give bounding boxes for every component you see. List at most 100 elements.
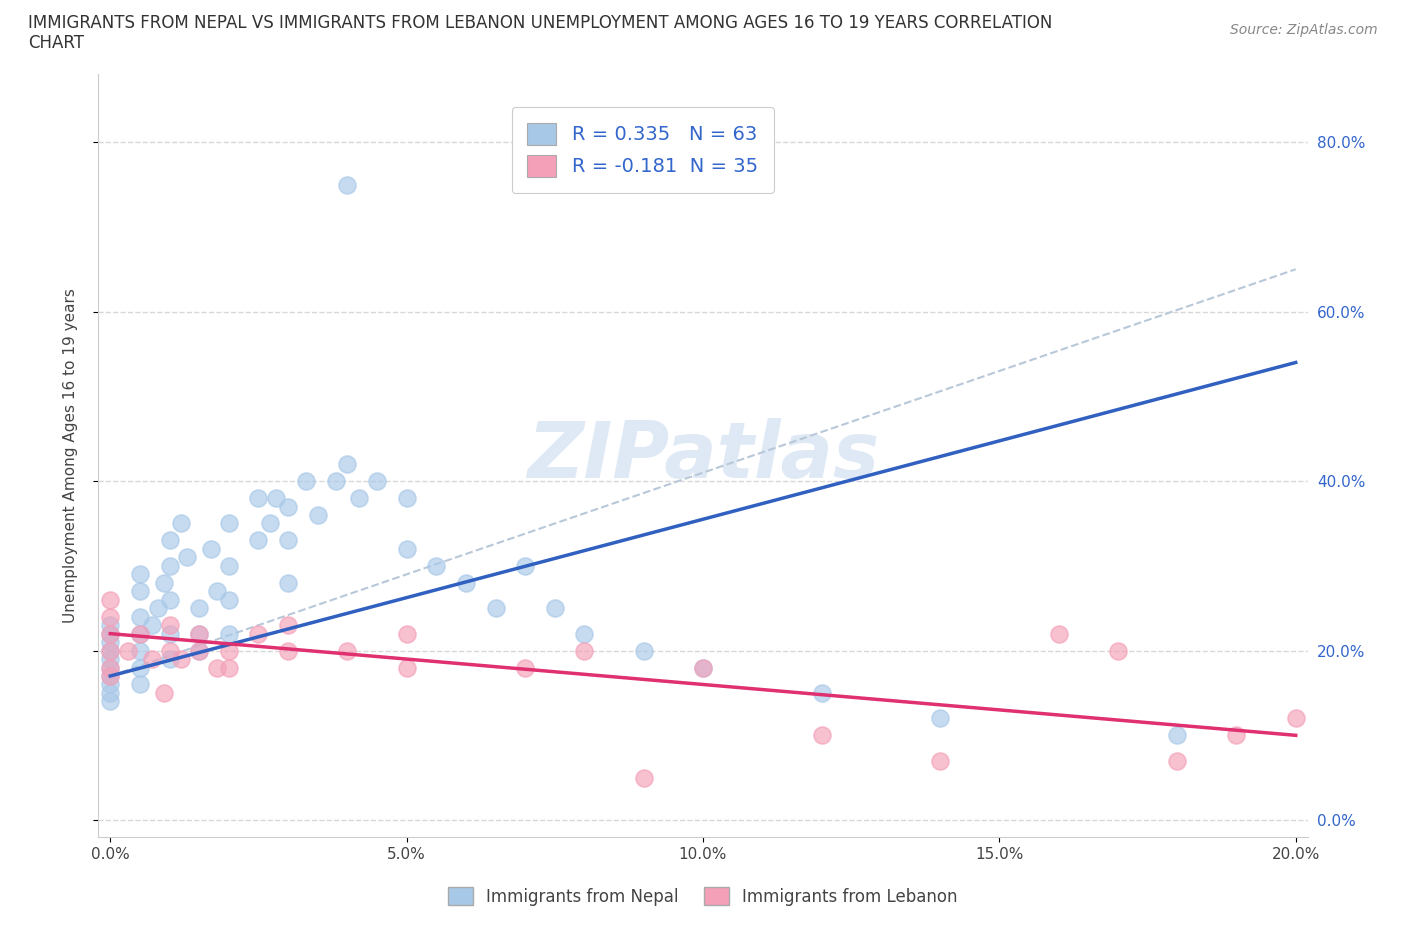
Point <box>247 626 270 641</box>
Point <box>98 694 121 709</box>
Point <box>98 669 121 684</box>
Point <box>188 644 211 658</box>
Point <box>98 644 121 658</box>
Point <box>98 592 121 607</box>
Point <box>1166 728 1188 743</box>
Point <box>307 508 329 523</box>
Point <box>366 473 388 488</box>
Point <box>98 660 121 675</box>
Point <box>247 491 270 506</box>
Point <box>336 644 359 658</box>
Point <box>200 541 222 556</box>
Point <box>1225 728 1247 743</box>
Point <box>188 626 211 641</box>
Point <box>176 550 198 565</box>
Point <box>277 618 299 632</box>
Point <box>544 601 567 616</box>
Point <box>454 576 477 591</box>
Point <box>129 677 152 692</box>
Point <box>170 652 193 667</box>
Point <box>218 626 240 641</box>
Point <box>159 626 181 641</box>
Point <box>98 660 121 675</box>
Point <box>515 660 537 675</box>
Point <box>98 634 121 649</box>
Point <box>574 644 596 658</box>
Point <box>295 473 318 488</box>
Point <box>264 491 287 506</box>
Legend: Immigrants from Nepal, Immigrants from Lebanon: Immigrants from Nepal, Immigrants from L… <box>441 881 965 912</box>
Point <box>98 618 121 632</box>
Point <box>159 644 181 658</box>
Point <box>152 576 174 591</box>
Point <box>141 652 163 667</box>
Point <box>218 592 240 607</box>
Point <box>692 660 714 675</box>
Point <box>929 753 952 768</box>
Point <box>129 644 152 658</box>
Text: CHART: CHART <box>28 34 84 52</box>
Point <box>336 177 359 192</box>
Point <box>98 669 121 684</box>
Point <box>170 516 193 531</box>
Point <box>395 541 418 556</box>
Point <box>98 609 121 624</box>
Text: ZIPatlas: ZIPatlas <box>527 418 879 494</box>
Point <box>98 685 121 700</box>
Point <box>810 685 832 700</box>
Point <box>633 770 655 785</box>
Point <box>277 576 299 591</box>
Point <box>1166 753 1188 768</box>
Point <box>159 533 181 548</box>
Point <box>98 677 121 692</box>
Point <box>574 626 596 641</box>
Point <box>159 592 181 607</box>
Point <box>325 473 347 488</box>
Point <box>146 601 169 616</box>
Point <box>98 652 121 667</box>
Point <box>484 601 506 616</box>
Point <box>425 558 447 573</box>
Point <box>259 516 281 531</box>
Point <box>152 685 174 700</box>
Point <box>188 626 211 641</box>
Point <box>277 499 299 514</box>
Text: IMMIGRANTS FROM NEPAL VS IMMIGRANTS FROM LEBANON UNEMPLOYMENT AMONG AGES 16 TO 1: IMMIGRANTS FROM NEPAL VS IMMIGRANTS FROM… <box>28 14 1053 32</box>
Point <box>159 558 181 573</box>
Point <box>129 626 152 641</box>
Point <box>205 660 228 675</box>
Point <box>205 584 228 599</box>
Point <box>129 626 152 641</box>
Point <box>188 644 211 658</box>
Point <box>218 644 240 658</box>
Point <box>98 644 121 658</box>
Point <box>336 457 359 472</box>
Point <box>277 533 299 548</box>
Point <box>692 660 714 675</box>
Point <box>247 533 270 548</box>
Point <box>129 584 152 599</box>
Point <box>633 644 655 658</box>
Point <box>141 618 163 632</box>
Text: Source: ZipAtlas.com: Source: ZipAtlas.com <box>1230 23 1378 37</box>
Point <box>810 728 832 743</box>
Point <box>1285 711 1308 725</box>
Point <box>117 644 139 658</box>
Point <box>159 652 181 667</box>
Point <box>395 491 418 506</box>
Legend: R = 0.335   N = 63, R = -0.181  N = 35: R = 0.335 N = 63, R = -0.181 N = 35 <box>512 107 773 193</box>
Point <box>395 626 418 641</box>
Point <box>159 618 181 632</box>
Point <box>129 567 152 582</box>
Point <box>98 626 121 641</box>
Point <box>218 558 240 573</box>
Point <box>129 660 152 675</box>
Point <box>277 644 299 658</box>
Point <box>395 660 418 675</box>
Point <box>1047 626 1070 641</box>
Y-axis label: Unemployment Among Ages 16 to 19 years: Unemployment Among Ages 16 to 19 years <box>63 288 77 623</box>
Point <box>515 558 537 573</box>
Point <box>129 609 152 624</box>
Point <box>218 660 240 675</box>
Point <box>1107 644 1129 658</box>
